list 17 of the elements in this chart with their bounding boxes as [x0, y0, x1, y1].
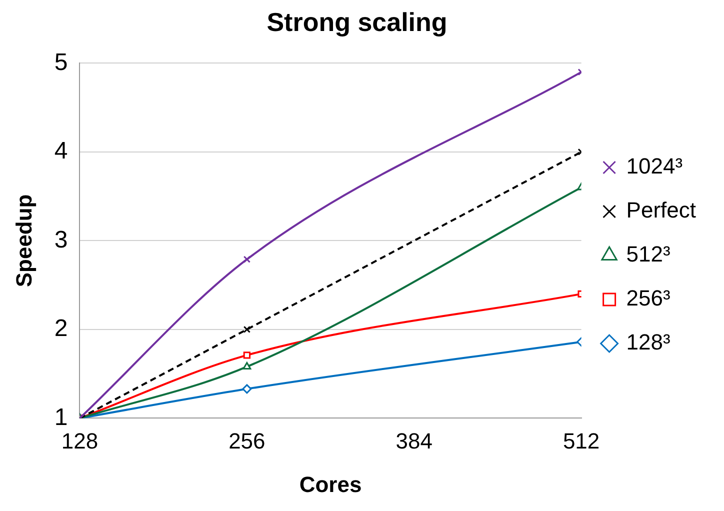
- chart-title: Strong scaling: [266, 6, 448, 37]
- x-tick-label: 128: [61, 428, 98, 454]
- legend-label: 512³: [626, 242, 670, 267]
- y-tick-label: 5: [54, 48, 68, 76]
- x-tick-label: 256: [228, 428, 266, 454]
- legend-label: Perfect: [626, 198, 696, 223]
- y-tick-label: 3: [54, 226, 68, 254]
- x-tick-label: 384: [396, 428, 432, 454]
- y-tick-label: 1: [54, 404, 68, 431]
- y-tick-label: 2: [54, 315, 68, 342]
- legend-label: 256³: [626, 286, 670, 311]
- legend-label: 1024³: [626, 154, 683, 179]
- y-axis-title: Speedup: [11, 194, 36, 288]
- y-tick-label: 4: [54, 138, 68, 165]
- x-axis-title: Cores: [299, 472, 362, 497]
- legend-label: 128³: [626, 330, 670, 355]
- x-tick-label: 512: [562, 428, 600, 454]
